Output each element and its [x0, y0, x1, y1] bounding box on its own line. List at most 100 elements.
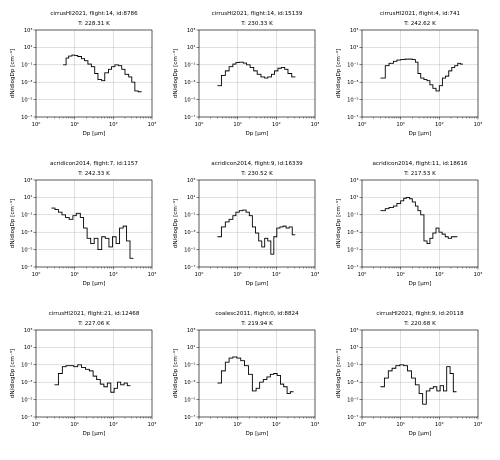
y-axis-label: dN/dlogDp [cm⁻³]	[335, 199, 342, 248]
x-tick-label: 10¹	[396, 122, 405, 128]
panel-subtitle: T: 228.31 K	[77, 21, 110, 27]
y-tick-label: 10⁻³	[21, 80, 32, 86]
axes-frame	[35, 29, 153, 118]
x-tick-label: 10¹	[70, 272, 79, 278]
series-step-line	[63, 54, 142, 93]
y-tick-label: 10¹	[24, 345, 33, 351]
x-axis-label: Dp [μm]	[408, 131, 431, 137]
y-tick-label: 10⁻³	[184, 230, 195, 236]
y-tick-label: 10⁻¹	[21, 213, 32, 219]
axes-frame	[361, 29, 479, 118]
axes-frame	[198, 29, 316, 118]
x-tick-label: 10⁰	[195, 422, 204, 428]
panel-title: cirrusHl2021, flight:21, id:12468	[49, 311, 140, 317]
y-tick-label: 10⁻³	[347, 230, 358, 236]
series-step-line	[51, 207, 134, 259]
x-tick-label: 10¹	[70, 422, 79, 428]
y-tick-label: 10⁻¹	[347, 363, 358, 369]
y-tick-label: 10⁻⁷	[21, 265, 32, 271]
panel-subtitle: T: 230.33 K	[240, 21, 273, 27]
y-tick-label: 10³	[187, 328, 196, 334]
y-tick-label: 10³	[24, 28, 33, 34]
x-tick-label: 10³	[148, 122, 157, 128]
series-step-line	[380, 58, 463, 92]
axes-frame	[35, 179, 153, 268]
axes-frame	[198, 179, 316, 268]
panel-subtitle: T: 230.52 K	[240, 171, 273, 177]
y-tick-label: 10⁻⁵	[184, 397, 195, 403]
y-tick-label: 10³	[24, 328, 33, 334]
series-step-line	[217, 61, 296, 87]
y-tick-label: 10⁻³	[347, 380, 358, 386]
y-tick-label: 10³	[187, 178, 196, 184]
x-tick-label: 10⁰	[32, 272, 41, 278]
x-axis-label: Dp [μm]	[408, 431, 431, 437]
y-tick-label: 10³	[187, 28, 196, 34]
y-tick-label: 10⁻³	[184, 80, 195, 86]
y-tick-label: 10⁻¹	[347, 63, 358, 69]
x-tick-label: 10¹	[233, 272, 242, 278]
y-tick-label: 10¹	[350, 195, 359, 201]
panel-title: coalesc2011, flight:0, id:8824	[215, 311, 299, 317]
y-tick-label: 10⁻¹	[184, 213, 195, 219]
y-tick-label: 10⁻³	[21, 230, 32, 236]
y-tick-label: 10⁻⁵	[184, 97, 195, 103]
y-tick-label: 10⁻⁷	[21, 115, 32, 121]
y-tick-label: 10⁻⁵	[21, 397, 32, 403]
y-tick-label: 10⁻³	[184, 380, 195, 386]
y-tick-label: 10³	[24, 178, 33, 184]
y-axis-label: dN/dlogDp [cm⁻³]	[9, 199, 16, 248]
x-tick-label: 10¹	[233, 422, 242, 428]
panel-subtitle: T: 227.06 K	[77, 321, 110, 327]
panel-title: acridicon2014, flight:11, id:18616	[372, 161, 467, 167]
y-tick-label: 10⁻⁵	[21, 247, 32, 253]
y-tick-label: 10¹	[350, 345, 359, 351]
x-tick-label: 10¹	[396, 422, 405, 428]
x-axis-label: Dp [μm]	[245, 131, 268, 137]
x-tick-label: 10²	[272, 122, 281, 128]
panel-title: acridicon2014, flight:9, id:16339	[211, 161, 303, 167]
y-tick-label: 10⁻⁷	[184, 415, 195, 421]
y-tick-label: 10⁻⁵	[21, 97, 32, 103]
panel-subtitle: T: 217.53 K	[403, 171, 436, 177]
axes-frame	[198, 329, 316, 418]
series-step-line	[380, 364, 457, 405]
y-axis-label: dN/dlogDp [cm⁻³]	[172, 349, 179, 398]
x-tick-label: 10⁰	[195, 272, 204, 278]
y-tick-label: 10¹	[187, 195, 196, 201]
x-tick-label: 10¹	[396, 272, 405, 278]
x-tick-label: 10³	[148, 422, 157, 428]
x-tick-label: 10²	[109, 422, 118, 428]
axes-frame	[361, 179, 479, 268]
x-tick-label: 10³	[474, 272, 483, 278]
y-tick-label: 10⁻¹	[21, 363, 32, 369]
y-tick-label: 10⁻¹	[184, 363, 195, 369]
y-tick-label: 10⁻⁷	[347, 415, 358, 421]
x-tick-label: 10²	[109, 122, 118, 128]
x-tick-label: 10⁰	[195, 122, 204, 128]
series-step-line	[380, 196, 458, 244]
panel-subtitle: T: 220.68 K	[403, 321, 436, 327]
x-axis-label: Dp [μm]	[82, 431, 105, 437]
panel-title: cirrusHl2021, flight:4, id:741	[380, 11, 461, 17]
y-axis-label: dN/dlogDp [cm⁻³]	[172, 199, 179, 248]
y-tick-label: 10⁻⁵	[347, 397, 358, 403]
y-axis-label: dN/dlogDp [cm⁻³]	[335, 49, 342, 98]
x-axis-label: Dp [μm]	[245, 431, 268, 437]
x-tick-label: 10¹	[233, 122, 242, 128]
x-axis-label: Dp [μm]	[82, 281, 105, 287]
y-axis-label: dN/dlogDp [cm⁻³]	[9, 349, 16, 398]
y-tick-label: 10⁻¹	[184, 63, 195, 69]
y-tick-label: 10⁻⁷	[184, 115, 195, 121]
y-tick-label: 10¹	[187, 45, 196, 51]
x-tick-label: 10⁰	[32, 422, 41, 428]
x-tick-label: 10²	[435, 272, 444, 278]
y-tick-label: 10⁻³	[347, 80, 358, 86]
x-tick-label: 10³	[311, 122, 320, 128]
axes-frame	[35, 329, 153, 418]
x-tick-label: 10²	[435, 422, 444, 428]
x-tick-label: 10²	[435, 122, 444, 128]
x-tick-label: 10¹	[70, 122, 79, 128]
panel-title: cirrusHl2021, flight:14, id:8786	[50, 11, 138, 17]
